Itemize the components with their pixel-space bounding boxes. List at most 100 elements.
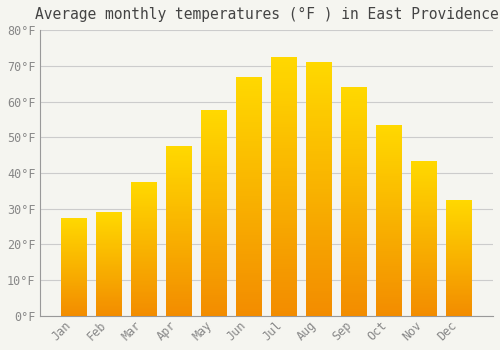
Bar xyxy=(61,275,87,276)
Bar xyxy=(271,300,297,303)
Bar xyxy=(236,136,262,139)
Bar xyxy=(96,224,122,225)
Bar xyxy=(446,257,472,258)
Bar xyxy=(411,172,438,173)
Bar xyxy=(201,193,228,195)
Bar xyxy=(61,240,87,241)
Bar xyxy=(236,79,262,81)
Bar xyxy=(131,195,157,197)
Bar xyxy=(411,291,438,293)
Bar xyxy=(271,106,297,109)
Bar xyxy=(411,277,438,279)
Bar xyxy=(61,269,87,270)
Bar xyxy=(201,219,228,222)
Bar xyxy=(236,249,262,251)
Bar xyxy=(236,285,262,287)
Bar xyxy=(236,251,262,254)
Bar xyxy=(131,315,157,316)
Bar xyxy=(446,207,472,208)
Bar xyxy=(61,304,87,305)
Bar xyxy=(96,218,122,219)
Bar xyxy=(166,268,192,270)
Bar xyxy=(166,262,192,263)
Bar xyxy=(131,202,157,203)
Bar xyxy=(376,203,402,205)
Bar xyxy=(166,177,192,178)
Bar xyxy=(61,262,87,263)
Bar xyxy=(131,230,157,232)
Bar xyxy=(306,199,332,202)
Bar xyxy=(131,280,157,281)
Bar xyxy=(376,190,402,192)
Bar xyxy=(446,286,472,287)
Bar xyxy=(446,266,472,267)
Bar xyxy=(166,158,192,160)
Bar xyxy=(201,145,228,147)
Bar xyxy=(236,134,262,136)
Bar xyxy=(96,227,122,228)
Bar xyxy=(341,170,367,172)
Bar xyxy=(166,168,192,170)
Bar xyxy=(131,221,157,222)
Bar xyxy=(376,270,402,272)
Bar xyxy=(61,243,87,244)
Bar xyxy=(411,179,438,181)
Bar xyxy=(236,148,262,151)
Bar xyxy=(411,223,438,224)
Bar xyxy=(306,154,332,156)
Bar xyxy=(271,274,297,277)
Bar xyxy=(376,285,402,287)
Bar xyxy=(201,184,228,187)
Bar xyxy=(446,231,472,232)
Bar xyxy=(131,237,157,238)
Bar xyxy=(271,101,297,104)
Bar xyxy=(271,212,297,215)
Bar xyxy=(61,220,87,222)
Bar xyxy=(446,272,472,273)
Bar xyxy=(96,313,122,314)
Bar xyxy=(446,295,472,296)
Bar xyxy=(166,201,192,202)
Bar xyxy=(236,225,262,228)
Bar xyxy=(411,240,438,242)
Bar xyxy=(446,292,472,293)
Bar xyxy=(96,260,122,261)
Bar xyxy=(271,98,297,101)
Bar xyxy=(341,133,367,135)
Bar xyxy=(376,234,402,236)
Bar xyxy=(201,147,228,149)
Bar xyxy=(131,257,157,258)
Bar xyxy=(306,62,332,65)
Bar xyxy=(166,284,192,285)
Bar xyxy=(411,203,438,204)
Bar xyxy=(96,229,122,230)
Bar xyxy=(131,289,157,290)
Bar xyxy=(96,278,122,279)
Bar xyxy=(166,234,192,236)
Bar xyxy=(411,161,438,162)
Bar xyxy=(201,314,228,316)
Bar xyxy=(236,120,262,122)
Bar xyxy=(341,282,367,284)
Bar xyxy=(61,265,87,266)
Bar xyxy=(131,211,157,213)
Bar xyxy=(61,219,87,220)
Bar xyxy=(306,240,332,243)
Bar xyxy=(306,121,332,123)
Bar xyxy=(446,301,472,302)
Bar xyxy=(96,212,122,214)
Title: Average monthly temperatures (°F ) in East Providence: Average monthly temperatures (°F ) in Ea… xyxy=(35,7,498,22)
Bar xyxy=(271,202,297,204)
Bar xyxy=(271,85,297,88)
Bar xyxy=(131,186,157,187)
Bar xyxy=(201,215,228,217)
Bar xyxy=(306,75,332,77)
Bar xyxy=(166,308,192,309)
Bar xyxy=(236,191,262,194)
Bar xyxy=(446,281,472,282)
Bar xyxy=(376,161,402,163)
Bar xyxy=(236,129,262,132)
Bar xyxy=(96,272,122,273)
Bar xyxy=(411,296,438,297)
Bar xyxy=(131,310,157,312)
